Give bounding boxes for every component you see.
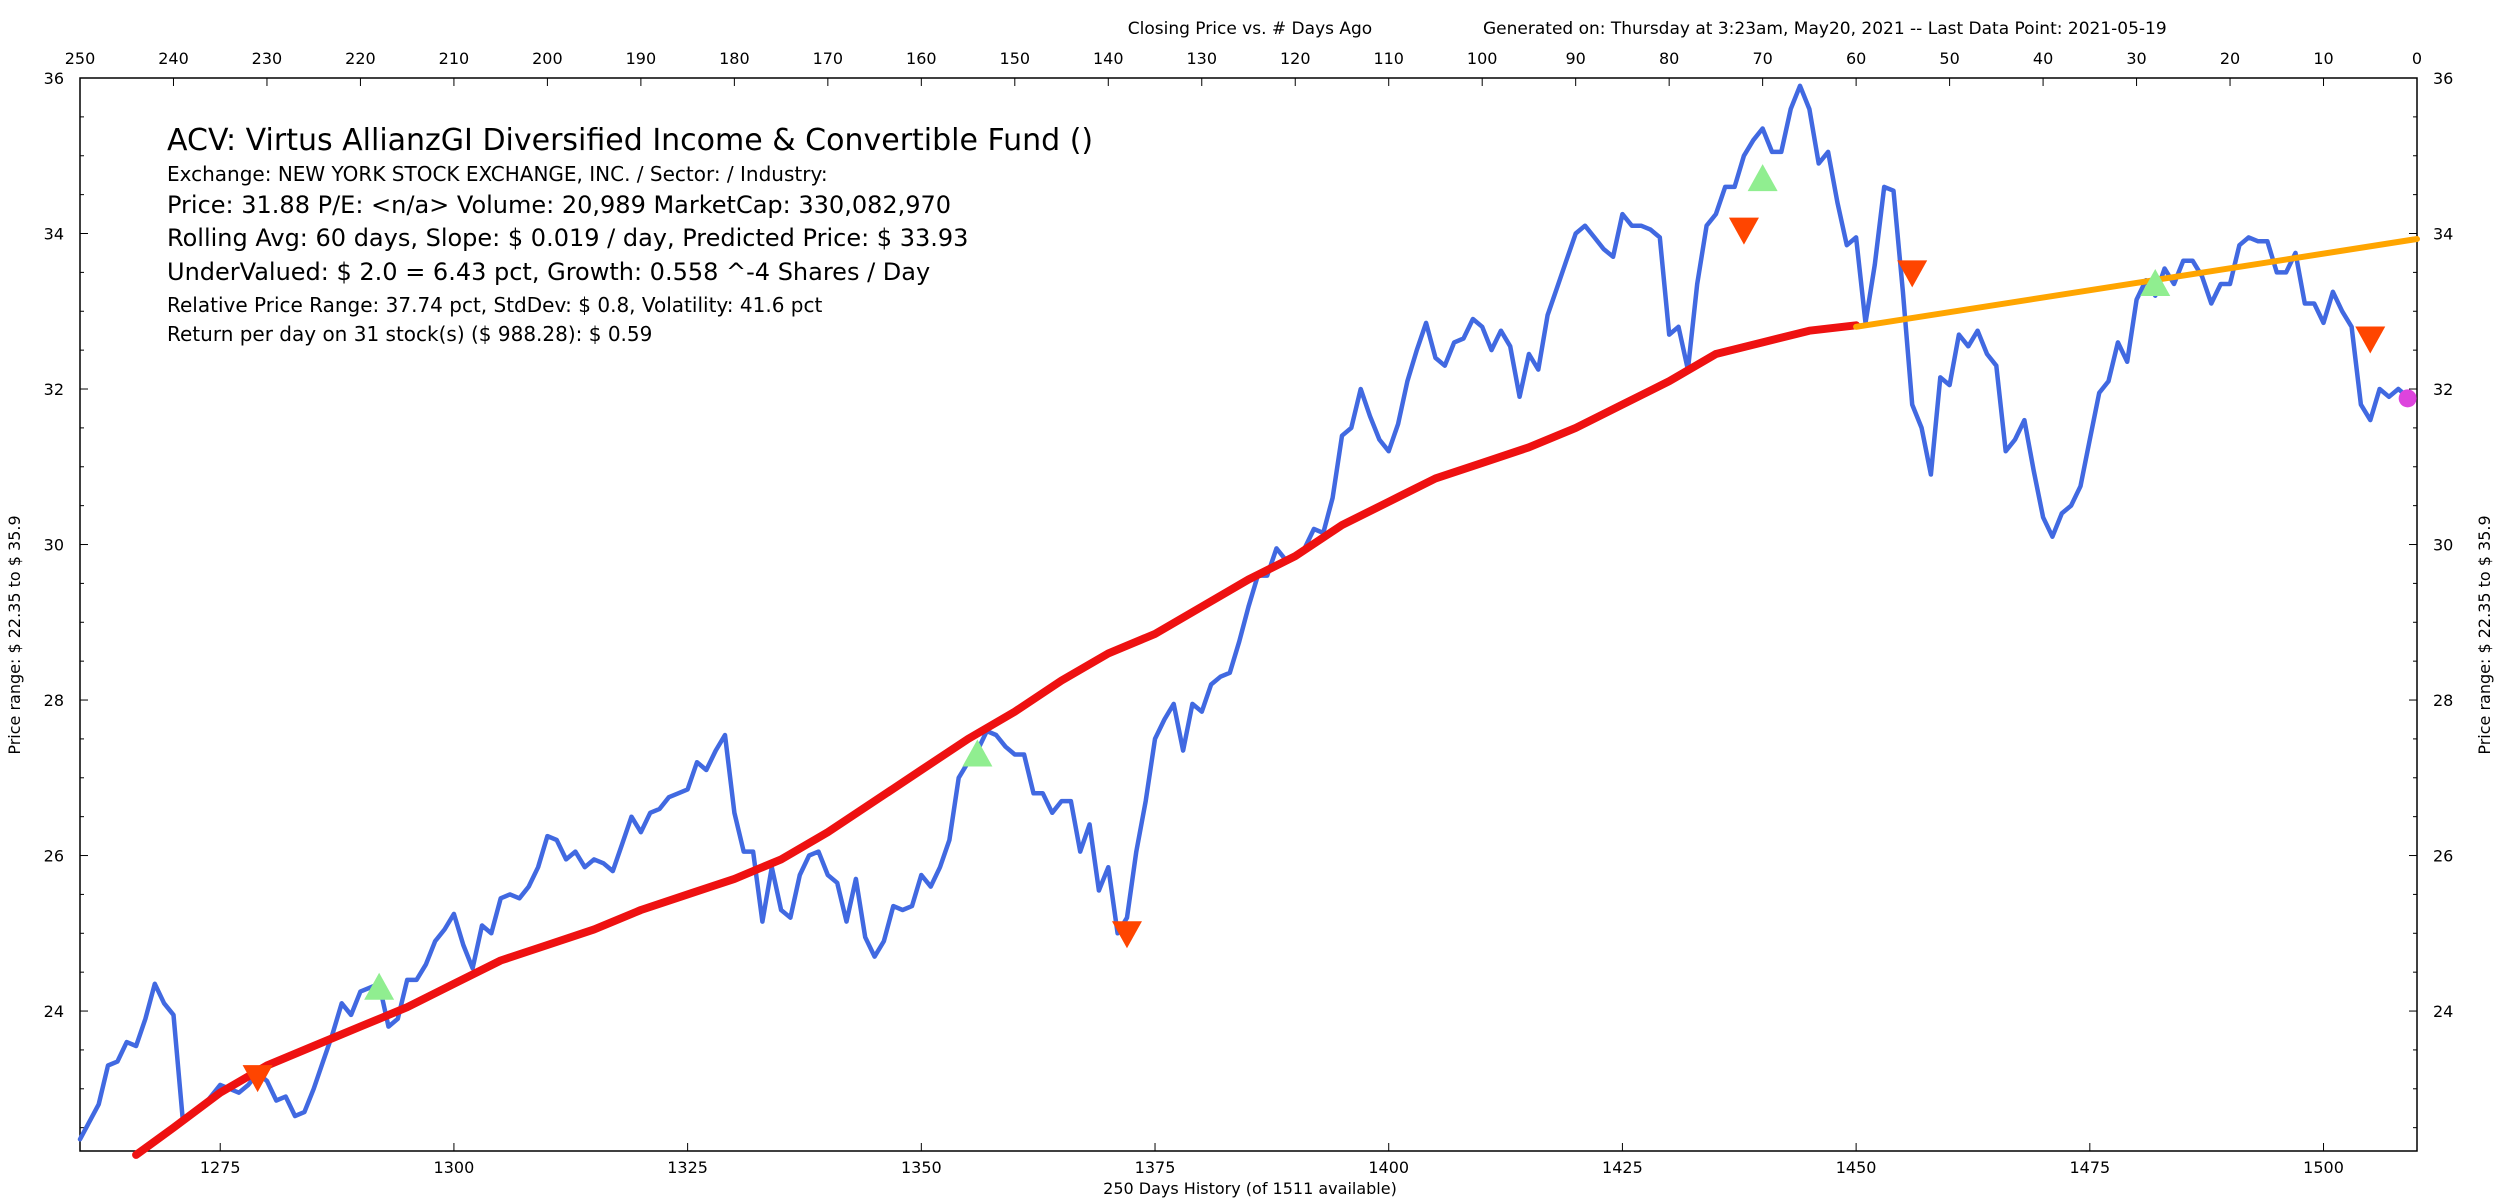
y-tick-label-right: 34 xyxy=(2433,225,2453,244)
bottom-tick-label: 1300 xyxy=(434,1158,475,1177)
rolling-average-line xyxy=(132,321,1861,1159)
series-layer xyxy=(77,83,2420,1159)
y-tick-label-right: 30 xyxy=(2433,536,2453,555)
top-tick-label: 80 xyxy=(1659,49,1679,68)
top-tick-label: 250 xyxy=(65,49,96,68)
y-tick-label-left: 30 xyxy=(44,536,64,555)
y-axis-label-left: Price range: $ 22.35 to $ 35.9 xyxy=(5,515,24,754)
y-tick-label-right: 32 xyxy=(2433,380,2453,399)
stock-title: ACV: Virtus AllianzGI Diversified Income… xyxy=(167,123,1093,158)
top-tick-label: 180 xyxy=(719,49,750,68)
buy-marker xyxy=(364,972,395,1000)
top-tick-label: 60 xyxy=(1846,49,1866,68)
top-tick-label: 150 xyxy=(1000,49,1031,68)
bottom-tick-label: 1475 xyxy=(2069,1158,2110,1177)
bottom-tick-label: 1350 xyxy=(901,1158,942,1177)
bottom-tick-label: 1400 xyxy=(1368,1158,1409,1177)
info-panel: ACV: Virtus AllianzGI Diversified Income… xyxy=(167,123,1093,346)
y-tick-label-left: 32 xyxy=(44,380,64,399)
y-tick-label-right: 26 xyxy=(2433,847,2453,866)
sell-marker xyxy=(2355,326,2386,354)
top-axis: 250 240 230 220 210 200 190 180 170 160 150 140 130 1… xyxy=(65,49,2422,86)
y-axis-label-right: Price range: $ 22.35 to $ 35.9 xyxy=(2475,515,2494,754)
y-tick-label-left: 36 xyxy=(44,69,64,88)
top-tick-label: 160 xyxy=(906,49,937,68)
y-tick-label-left: 34 xyxy=(44,225,64,244)
y-axes: 24 24 26 26 28 28 30 30 32 32 34 34 36 36 xyxy=(44,69,2453,1129)
buy-marker xyxy=(1747,164,1778,192)
plot-frame xyxy=(79,77,2418,1152)
sell-marker xyxy=(1897,260,1928,288)
top-tick-label: 200 xyxy=(532,49,563,68)
header-generated: Generated on: Thursday at 3:23am, May20,… xyxy=(1483,19,2167,39)
top-tick-label: 100 xyxy=(1467,49,1498,68)
top-tick-label: 50 xyxy=(1939,49,1959,68)
price-line xyxy=(77,83,2410,1142)
top-tick-label: 20 xyxy=(2220,49,2240,68)
y-tick-label-left: 24 xyxy=(44,1002,64,1021)
bottom-tick-label: 1375 xyxy=(1135,1158,1176,1177)
last-point-marker xyxy=(2398,389,2417,408)
sell-marker xyxy=(242,1065,273,1093)
return-line: Return per day on 31 stock(s) ($ 988.28)… xyxy=(167,322,652,346)
top-tick-label: 30 xyxy=(2126,49,2146,68)
bottom-tick-label: 1500 xyxy=(2303,1158,2344,1177)
top-tick-label: 120 xyxy=(1280,49,1311,68)
marker-layer xyxy=(242,164,2417,1093)
top-tick-label: 130 xyxy=(1186,49,1217,68)
sell-marker xyxy=(1728,217,1759,245)
top-tick-label: 70 xyxy=(1752,49,1772,68)
top-tick-label: 90 xyxy=(1566,49,1586,68)
y-tick-label-right: 24 xyxy=(2433,1002,2453,1021)
exchange-line: Exchange: NEW YORK STOCK EXCHANGE, INC. … xyxy=(167,162,828,186)
y-tick-label-left: 28 xyxy=(44,691,64,710)
x-axis-label: 250 Days History (of 1511 available) xyxy=(1103,1179,1397,1198)
buy-marker xyxy=(962,739,993,767)
sell-marker xyxy=(1111,921,1142,949)
range-line: Relative Price Range: 37.74 pct, StdDev:… xyxy=(167,293,822,317)
top-tick-label: 10 xyxy=(2313,49,2333,68)
header-title: Closing Price vs. # Days Ago xyxy=(1128,19,1372,39)
y-tick-label-right: 36 xyxy=(2433,69,2453,88)
price-line: Price: 31.88 P/E: <n/a> Volume: 20,989 M… xyxy=(167,191,951,219)
bottom-tick-label: 1450 xyxy=(1836,1158,1877,1177)
top-tick-label: 220 xyxy=(345,49,376,68)
top-tick-label: 0 xyxy=(2412,49,2422,68)
top-tick-label: 170 xyxy=(813,49,844,68)
y-tick-label-left: 26 xyxy=(44,847,64,866)
y-tick-label-right: 28 xyxy=(2433,691,2453,710)
top-tick-label: 140 xyxy=(1093,49,1124,68)
bottom-tick-label: 1275 xyxy=(200,1158,241,1177)
predicted-line xyxy=(1853,236,2420,330)
rolling-line: Rolling Avg: 60 days, Slope: $ 0.019 / d… xyxy=(167,224,968,252)
bottom-tick-label: 1325 xyxy=(667,1158,708,1177)
top-tick-label: 210 xyxy=(439,49,470,68)
buy-marker xyxy=(2140,269,2171,297)
top-tick-label: 240 xyxy=(158,49,189,68)
bottom-tick-label: 1425 xyxy=(1602,1158,1643,1177)
top-tick-label: 40 xyxy=(2033,49,2053,68)
top-tick-label: 110 xyxy=(1373,49,1404,68)
bottom-axis: 1275 1300 1325 1350 1375 1400 1425 1450 1475 1500 xyxy=(200,1143,2344,1177)
top-tick-label: 230 xyxy=(252,49,283,68)
undervalued-line: UnderValued: $ 2.0 = 6.43 pct, Growth: 0… xyxy=(167,258,930,286)
top-tick-label: 190 xyxy=(626,49,657,68)
